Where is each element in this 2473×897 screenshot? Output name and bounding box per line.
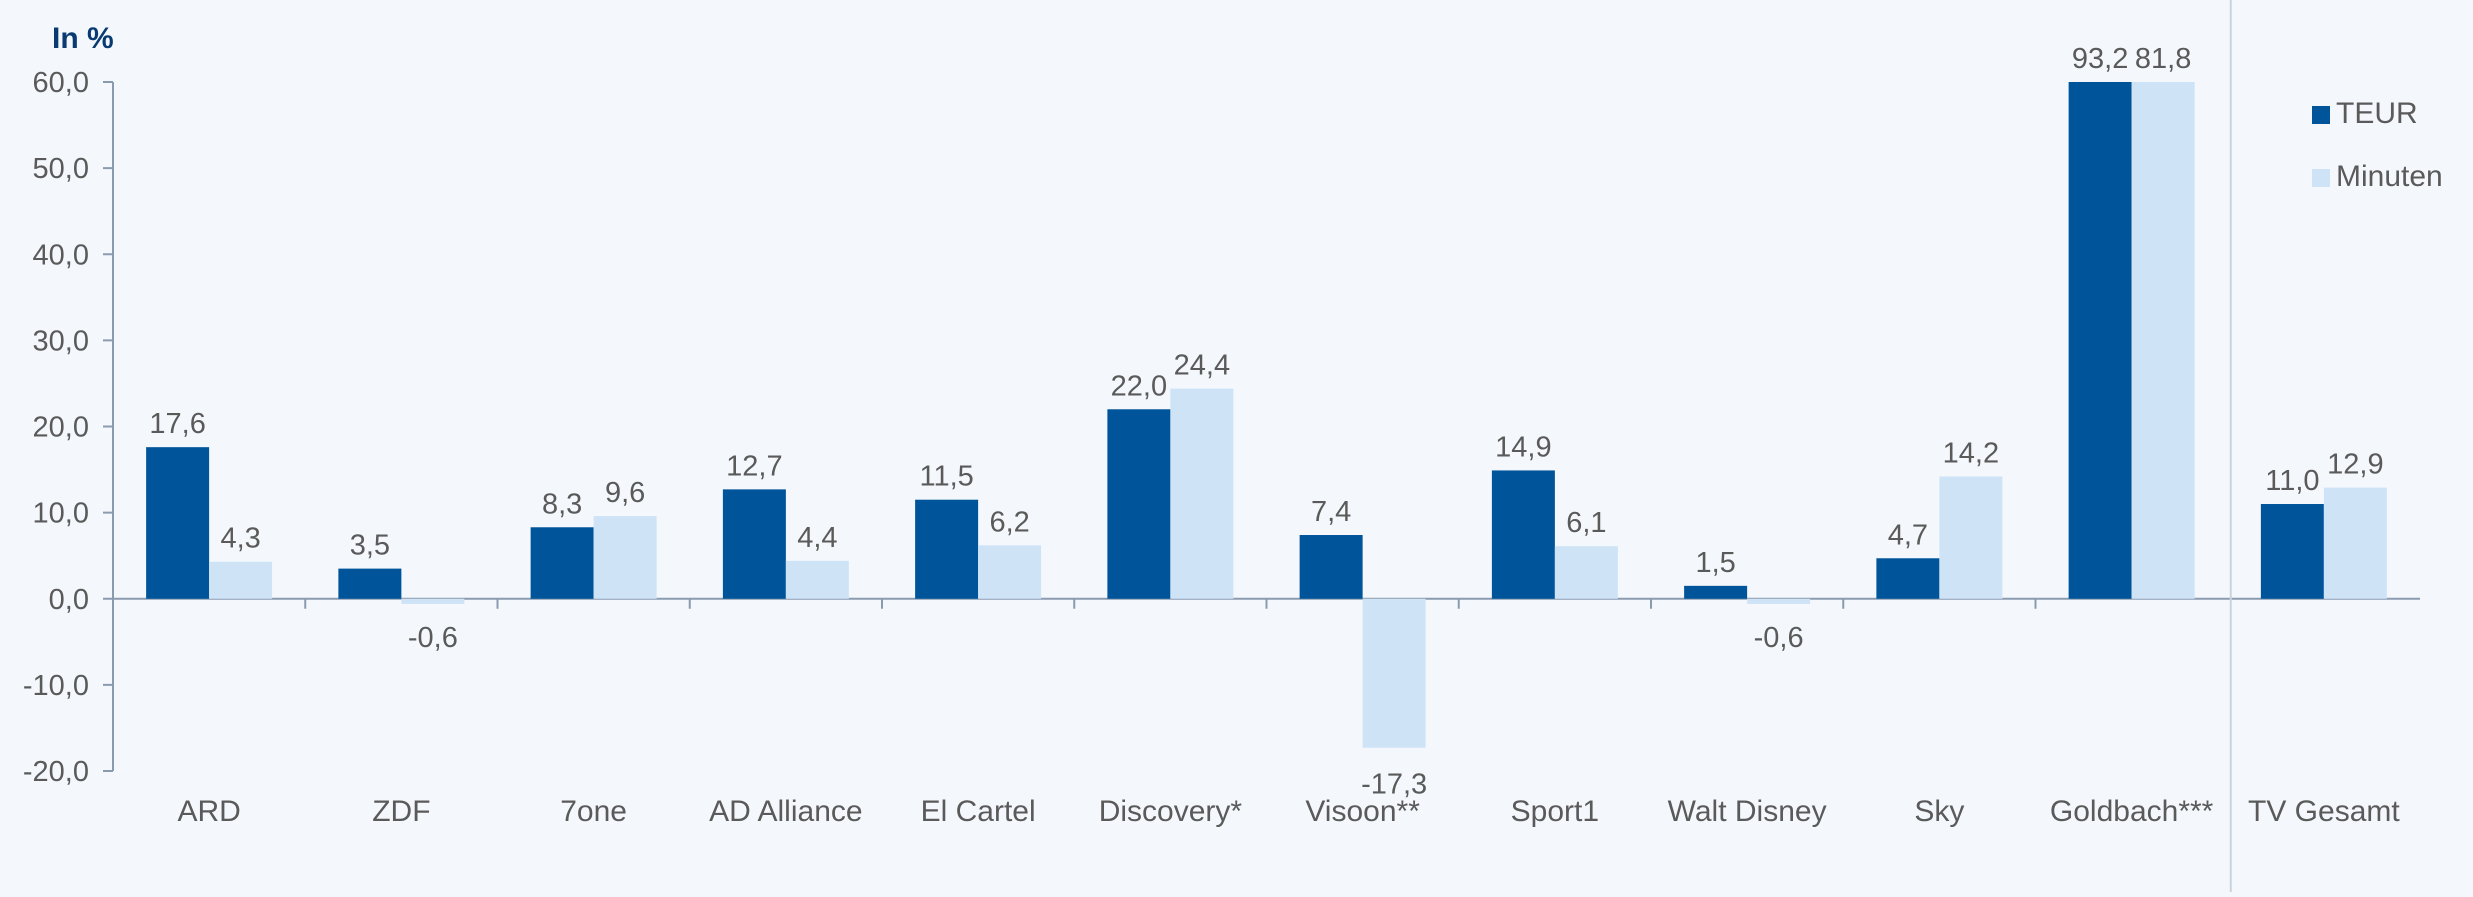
bar-teur — [146, 447, 210, 599]
data-label: -0,6 — [1754, 622, 1804, 654]
data-label: 7,4 — [1311, 496, 1351, 528]
bar-teur — [1491, 470, 1555, 599]
bar-minuten — [2131, 82, 2195, 599]
legend-swatch — [2312, 169, 2330, 187]
category-label: Discovery* — [1099, 795, 1243, 828]
category-label: 7one — [560, 795, 627, 828]
bar-teur — [722, 489, 786, 599]
data-label: 22,0 — [1111, 370, 1167, 402]
category-label: Sport1 — [1511, 795, 1599, 828]
category-label: Visoon** — [1305, 795, 1420, 828]
bar-teur — [1107, 409, 1171, 599]
category-label: Sky — [1914, 795, 1964, 828]
bar-minuten — [1939, 476, 2003, 599]
y-axis-title: In % — [52, 22, 114, 55]
category-label: ARD — [177, 795, 240, 828]
data-label: 6,2 — [989, 506, 1029, 538]
data-label: 14,9 — [1495, 431, 1551, 463]
legend-label: TEUR — [2336, 97, 2418, 130]
data-label: 81,8 — [2135, 43, 2191, 75]
legend-label: Minuten — [2336, 160, 2443, 193]
bar-teur — [2068, 82, 2132, 599]
bar-teur — [1299, 535, 1363, 599]
bar-minuten — [978, 545, 1042, 599]
bar-minuten — [1554, 546, 1618, 599]
y-tick-label: 60,0 — [33, 67, 89, 99]
y-tick-label: -20,0 — [23, 756, 89, 788]
data-label: 11,0 — [2265, 465, 2319, 497]
category-label: Walt Disney — [1668, 795, 1827, 828]
data-label: -17,3 — [1361, 769, 1427, 801]
bar-minuten — [1362, 598, 1426, 748]
data-label: 14,2 — [1943, 437, 1999, 469]
y-tick-label: 50,0 — [33, 153, 89, 185]
y-tick-label: 0,0 — [49, 584, 89, 616]
data-label: 3,5 — [350, 530, 390, 562]
y-tick-label: 30,0 — [33, 325, 89, 357]
y-tick-label: 10,0 — [33, 498, 89, 530]
data-label: 8,3 — [542, 488, 582, 520]
bar-teur — [2260, 504, 2324, 599]
bar-minuten — [401, 598, 465, 604]
category-label: ZDF — [372, 795, 430, 828]
data-label: 4,4 — [797, 522, 837, 554]
data-label: 12,9 — [2327, 449, 2383, 481]
bar-teur — [530, 527, 594, 599]
bar-minuten — [785, 560, 849, 599]
bar-minuten — [2323, 487, 2387, 599]
data-label: 4,3 — [220, 523, 260, 555]
bar-teur — [1876, 558, 1940, 599]
data-label: 4,7 — [1888, 519, 1928, 551]
bar-teur — [915, 499, 979, 599]
data-label: 12,7 — [726, 450, 782, 482]
data-label: 1,5 — [1695, 547, 1735, 579]
data-label: 24,4 — [1174, 350, 1230, 382]
legend-swatch — [2312, 106, 2330, 124]
bar-minuten — [209, 561, 273, 599]
data-label: 6,1 — [1566, 507, 1606, 539]
data-label: 17,6 — [149, 408, 205, 440]
y-tick-label: -10,0 — [23, 670, 89, 702]
bar-teur — [338, 568, 402, 599]
data-label: 9,6 — [605, 477, 645, 509]
category-label: AD Alliance — [709, 795, 862, 828]
data-label: -0,6 — [408, 622, 458, 654]
y-tick-label: 40,0 — [33, 239, 89, 271]
bar-teur — [1684, 585, 1748, 599]
category-label: El Cartel — [921, 795, 1036, 828]
bar-minuten — [593, 516, 657, 599]
data-label: 93,2 — [2072, 43, 2128, 75]
category-label: Goldbach*** — [2050, 795, 2214, 828]
bar-minuten — [1747, 598, 1811, 604]
data-label: 11,5 — [919, 461, 973, 493]
category-label: TV Gesamt — [2248, 795, 2400, 828]
y-tick-label: 20,0 — [33, 412, 89, 444]
bar-minuten — [1170, 388, 1234, 599]
